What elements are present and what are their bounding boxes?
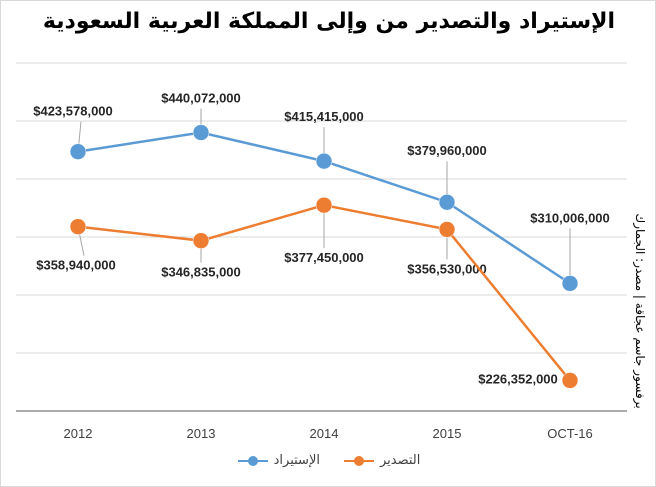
data-point-exports [315,196,333,214]
data-label-exports: $377,450,000 [284,250,364,265]
x-tick-label: 2015 [433,426,462,441]
data-label-exports: $358,940,000 [36,258,116,273]
data-label-exports: $356,530,000 [407,261,487,276]
source-note-text: برفسور جاسم عجاقة | مصدر: الجمارك [633,213,647,409]
data-point-exports [438,221,456,238]
data-label-exports: $346,835,000 [161,265,241,280]
legend-item-imports: الإستيراد [237,453,320,468]
x-tick-label: 2012 [64,426,93,441]
data-point-exports [192,232,210,249]
data-label-exports: $226,352,000 [478,371,558,386]
data-point-imports [438,193,456,211]
x-tick-label: 2014 [310,426,339,441]
data-label-imports: $310,006,000 [530,210,610,225]
data-label-imports: $415,415,000 [284,109,364,124]
data-label-imports: $379,960,000 [407,143,487,158]
source-note: برفسور جاسم عجاقة | مصدر: الجمارك [629,201,651,421]
legend-swatch-exports [343,455,374,467]
data-point-imports [69,143,87,160]
data-point-imports [561,275,579,292]
chart-title: الإستيراد والتصدير من وإلى المملكة العرب… [42,9,616,34]
legend-label-imports: الإستيراد [273,453,320,468]
legend-item-exports: التصدير [343,453,421,468]
data-label-imports: $423,578,000 [33,104,113,119]
x-tick-label: OCT-16 [547,426,593,441]
data-point-exports [69,218,87,235]
legend-swatch-imports [237,455,268,467]
data-point-imports [315,152,333,170]
x-tick-label: 2013 [187,426,216,441]
data-label-imports: $440,072,000 [161,91,241,106]
legend-label-exports: التصدير [379,453,421,468]
data-point-imports [192,124,210,141]
data-point-exports [561,372,579,389]
legend: التصدير الإستيراد [1,453,655,468]
